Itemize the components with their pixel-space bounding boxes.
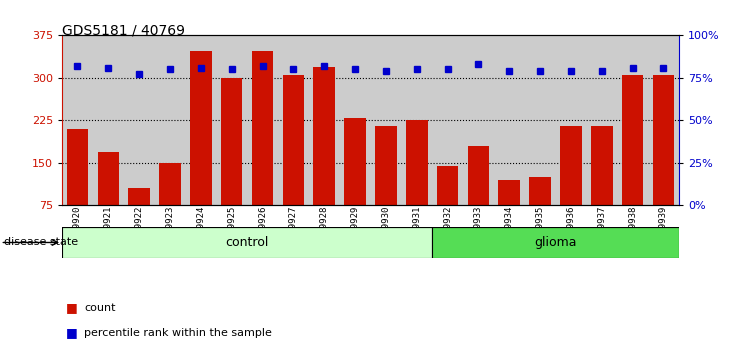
Bar	[375, 126, 396, 205]
Bar	[313, 67, 335, 205]
Text: ■: ■	[66, 326, 77, 339]
Bar	[622, 75, 643, 205]
Bar	[62, 227, 432, 258]
Bar	[309, 35, 339, 205]
Text: count: count	[84, 303, 115, 313]
Bar	[468, 146, 489, 205]
Bar	[93, 35, 124, 205]
Bar	[190, 51, 212, 205]
Bar	[556, 35, 586, 205]
Text: disease state: disease state	[4, 238, 78, 247]
Bar	[432, 35, 463, 205]
Bar	[66, 129, 88, 205]
Bar	[371, 35, 402, 205]
Bar	[252, 51, 273, 205]
Bar	[494, 35, 525, 205]
Bar	[159, 163, 181, 205]
Bar	[586, 35, 618, 205]
Bar	[124, 35, 155, 205]
Bar	[62, 35, 93, 205]
Bar	[591, 126, 612, 205]
Bar	[525, 35, 556, 205]
Bar	[155, 35, 185, 205]
Bar	[278, 35, 309, 205]
Text: GDS5181 / 40769: GDS5181 / 40769	[62, 23, 185, 37]
Bar	[216, 35, 247, 205]
Bar	[529, 177, 551, 205]
Bar	[653, 75, 675, 205]
Text: percentile rank within the sample: percentile rank within the sample	[84, 328, 272, 338]
Bar	[499, 180, 520, 205]
Bar	[128, 188, 150, 205]
Bar	[185, 35, 216, 205]
Text: glioma: glioma	[534, 236, 577, 249]
Bar	[432, 227, 679, 258]
Bar	[283, 75, 304, 205]
Text: control: control	[226, 236, 269, 249]
Bar	[560, 126, 582, 205]
Bar	[406, 120, 428, 205]
Bar	[98, 152, 119, 205]
Bar	[247, 35, 278, 205]
Bar	[648, 35, 679, 205]
Bar	[437, 166, 458, 205]
Bar	[221, 78, 242, 205]
Bar	[402, 35, 432, 205]
Text: ■: ■	[66, 302, 77, 314]
Bar	[345, 118, 366, 205]
Bar	[339, 35, 371, 205]
Bar	[618, 35, 648, 205]
Bar	[463, 35, 494, 205]
